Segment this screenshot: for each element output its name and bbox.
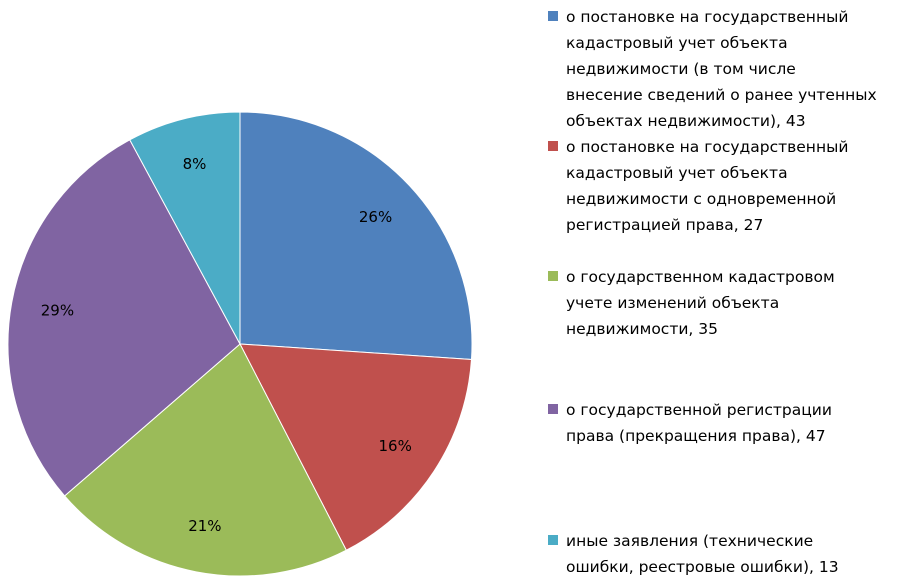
legend-swatch-blue	[548, 11, 558, 21]
legend-item-rights-registration: о государственной регистрации права (пре…	[548, 397, 902, 449]
slice-cadastral-with-rights	[239, 343, 473, 551]
legend-label: о постановке на государственный кадастро…	[566, 8, 877, 130]
slice-percent-label: 16%	[379, 437, 412, 455]
slice-percent-label: 29%	[41, 302, 74, 320]
slice-percent-label: 26%	[359, 208, 392, 226]
legend-swatch-red	[548, 141, 558, 151]
legend-label: о государственной регистрации права (пре…	[566, 401, 832, 445]
legend-label: иные заявления (технические ошибки, реес…	[566, 532, 839, 576]
legend-swatch-purple	[548, 404, 558, 414]
slice-cadastral-registration	[239, 111, 473, 360]
legend-item-other-applications: иные заявления (технические ошибки, реес…	[548, 528, 902, 580]
legend-item-cadastral-with-rights: о постановке на государственный кадастро…	[548, 134, 902, 238]
legend-item-cadastral-changes: о государственном кадастровом учете изме…	[548, 264, 902, 342]
slice-other-applications	[129, 111, 241, 345]
legend-swatch-cyan	[548, 535, 558, 545]
legend-label: о постановке на государственный кадастро…	[566, 138, 849, 234]
slice-percent-label: 8%	[183, 155, 207, 173]
legend-label: о государственном кадастровом учете изме…	[566, 268, 835, 338]
slice-rights-registration	[7, 139, 241, 497]
slice-cadastral-changes	[63, 343, 347, 577]
legend-swatch-green	[548, 271, 558, 281]
slice-percent-label: 21%	[188, 517, 221, 535]
legend-item-cadastral-registration: о постановке на государственный кадастро…	[548, 4, 902, 134]
